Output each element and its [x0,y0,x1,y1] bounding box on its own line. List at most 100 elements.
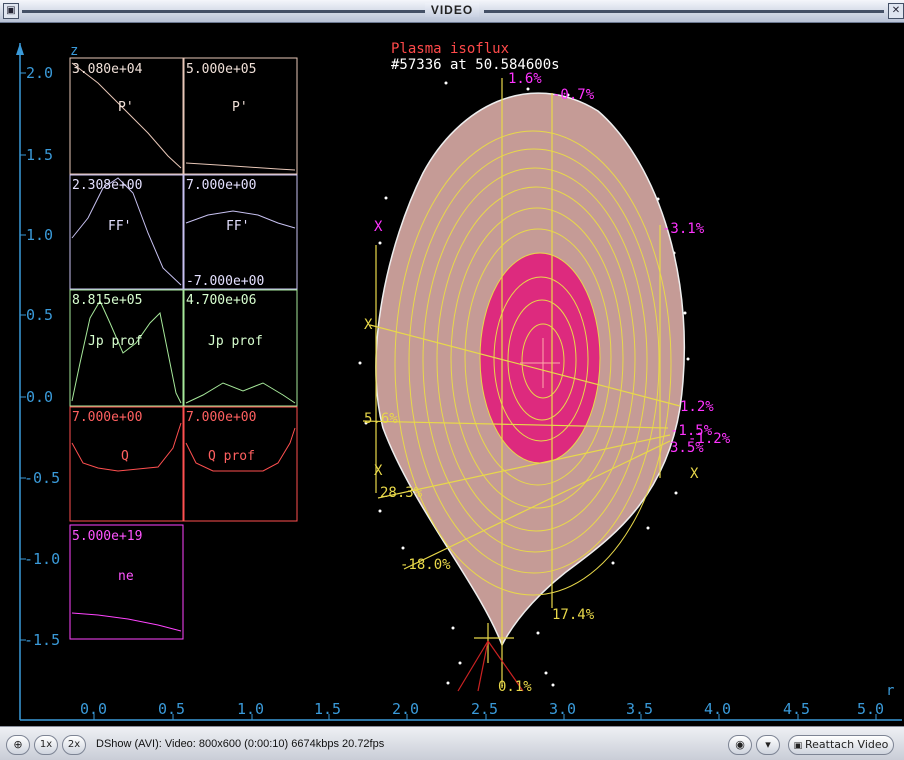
annotation-top-magenta: -0.7% [552,87,595,103]
q-curve-2 [185,427,296,472]
divertor-legs [457,640,524,692]
limiter-dot [683,311,687,315]
jp-panel-1-name: Jp prof [88,334,143,349]
ff-panel-1-name: FF' [108,219,131,234]
flux-surface [507,299,577,421]
r-tick-label: 1.0 [237,700,264,718]
z-tick-label: 0.0 [26,388,53,406]
r-tick-label: 2.0 [392,700,419,718]
chord [369,324,681,407]
zoom-2x-button[interactable]: 2x [62,735,86,755]
snapshot-button[interactable]: ◉ [728,735,752,755]
plasma-core [480,253,600,463]
annotation-bottom: 17.4% [552,607,595,623]
flux-surface [422,167,648,553]
flux-surface [408,148,660,574]
status-bar: ⊕ 1x 2x DShow (AVI): Video: 800x600 (0:0… [0,726,904,760]
p-curve-2 [185,162,296,171]
limiter-dot [401,546,405,550]
limiter-dot [646,526,650,530]
limiter-dot [686,357,690,361]
annotation-divertor: 0.1% [498,679,532,695]
chords [362,78,681,688]
chord [403,440,671,570]
title-bar-left-line [22,10,426,13]
r-tick-label: 0.0 [80,700,107,718]
z-ticks: 2.0 1.5 1.0 0.5 0.0 -0.5 -1.0 -1.5 [20,64,60,649]
ff-panel-1-value: 2.308e+00 [72,178,142,193]
r-ticks: 0.0 0.5 1.0 1.5 2.0 2.5 3.0 3.5 4.0 4.5 … [80,700,884,720]
ff-panel-2-value: 7.000e+00 [186,178,256,193]
annotation-lower-2: -18.0% [400,557,451,573]
limiter-dot [444,81,448,85]
window-title-container: VIDEO [0,3,904,17]
window-menu-icon[interactable]: ▣ [3,3,19,19]
menu-button[interactable]: ▾ [756,735,780,755]
zoom-1x-button[interactable]: 1x [34,735,58,755]
p-panel-2 [183,57,298,175]
plasma-plot: z r 2.0 1.5 1.0 0.5 0.0 -0.5 -1.0 -1.5 [8,23,904,723]
jp-panel-2 [183,289,298,407]
flux-surface [493,276,589,442]
limiter-dot [674,491,678,495]
z-tick-label: 1.0 [26,226,53,244]
title-bar[interactable]: ▣ VIDEO ✕ [0,0,904,23]
limiter-dot [566,93,570,97]
limiter-dot [451,626,455,630]
limiter-dot [551,683,555,687]
ne-panel-name: ne [118,569,134,584]
annotation-right-2: -1.5% [670,423,713,439]
p-panel-2-name: P' [232,100,248,115]
limiter-dot [364,421,368,425]
plasma-plot-svg: z r 2.0 1.5 1.0 0.5 0.0 -0.5 -1.0 -1.5 [16,41,902,721]
x-marker: X [374,463,383,479]
annotation-top-vertical: 1.6% [508,71,542,87]
ne-curve [71,612,182,632]
limiter-dot [526,87,530,91]
p-panel-1 [69,57,184,175]
window-title: VIDEO [424,3,480,17]
reattach-video-icon: ▣ [793,741,805,751]
r-axis-label: r [886,683,894,699]
camera-icon: ◉ [735,738,745,751]
jp-curve-2 [185,382,296,404]
p-panel-2-value: 5.000e+05 [186,62,256,77]
z-tick-label: 2.0 [26,64,53,82]
jp-panel-1 [69,289,184,407]
reattach-video-button[interactable]: ▣ Reattach Video [788,735,894,755]
r-tick-label: 0.5 [158,700,185,718]
limiter-dot [358,361,362,365]
menu-icon: ▾ [765,738,771,751]
flux-surface [394,130,672,596]
ff-panel-2-name: FF' [226,219,249,234]
ff-curve-1 [71,177,182,286]
p-panel-1-value: 3.080e+04 [72,62,143,77]
fit-window-button[interactable]: ⊕ [6,735,30,755]
reattach-video-label: Reattach Video [805,738,889,751]
q-panel-2-name: Q prof [208,449,255,464]
p-curve-1 [71,62,182,169]
limiter-dot [611,561,615,565]
annotation-right-1: 1.2% [680,399,714,415]
p-panel-1-name: P' [118,100,134,115]
annotation-right-top: -3.1% [662,221,705,237]
limiter-dot [378,509,382,513]
r-tick-label: 3.5 [626,700,653,718]
status-text: DShow (AVI): Video: 800x600 (0:00:10) 66… [96,738,385,750]
z-axis-label: z [70,43,78,59]
q-curve-1 [71,422,182,472]
z-tick-label: 0.5 [26,306,53,324]
z-tick-label: -1.5 [24,631,60,649]
jp-panel-2-value: 4.700e+06 [186,293,256,308]
close-window-icon[interactable]: ✕ [888,3,904,19]
flux-surface [450,207,624,509]
limiter-dot [384,196,388,200]
flux-surface [464,228,612,486]
jp-panel-2-name: Jp prof [208,334,263,349]
annotation-right-4: 3.5% [670,440,704,456]
limiter-dot [458,661,462,665]
flux-surfaces [394,130,672,596]
r-tick-label: 4.5 [783,700,810,718]
z-tick-label: 1.5 [26,146,53,164]
